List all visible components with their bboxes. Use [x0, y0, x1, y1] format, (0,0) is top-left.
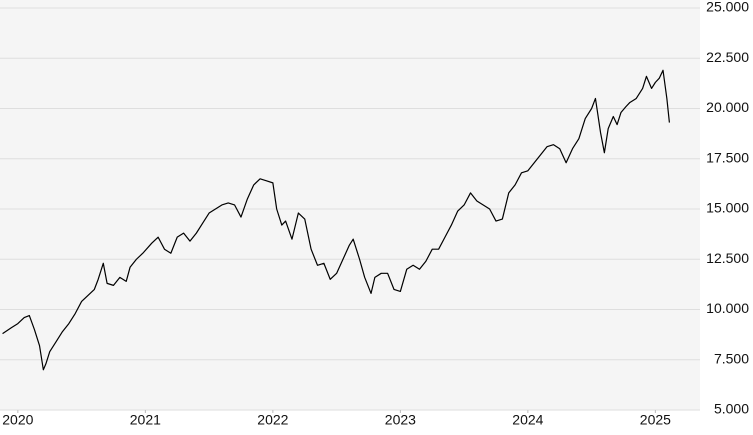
x-tick-label: 2022 — [257, 412, 288, 428]
x-tick-label: 2023 — [385, 412, 416, 428]
y-tick-label: 17.500 — [706, 149, 749, 165]
y-tick-label: 20.000 — [706, 99, 749, 115]
y-tick-label: 22.500 — [706, 49, 749, 65]
y-tick-label: 5.000 — [714, 401, 749, 417]
y-tick-label: 12.500 — [706, 250, 749, 266]
x-tick-label: 2025 — [640, 412, 671, 428]
x-tick-label: 2021 — [130, 412, 161, 428]
x-tick-label: 2020 — [2, 412, 33, 428]
y-tick-label: 15.000 — [706, 200, 749, 216]
plot-area — [0, 0, 700, 410]
y-tick-label: 7.500 — [714, 350, 749, 366]
price-line — [2, 69, 670, 371]
y-tick-label: 25.000 — [706, 0, 749, 15]
x-tick-label: 2024 — [512, 412, 543, 428]
y-tick-label: 10.000 — [706, 300, 749, 316]
